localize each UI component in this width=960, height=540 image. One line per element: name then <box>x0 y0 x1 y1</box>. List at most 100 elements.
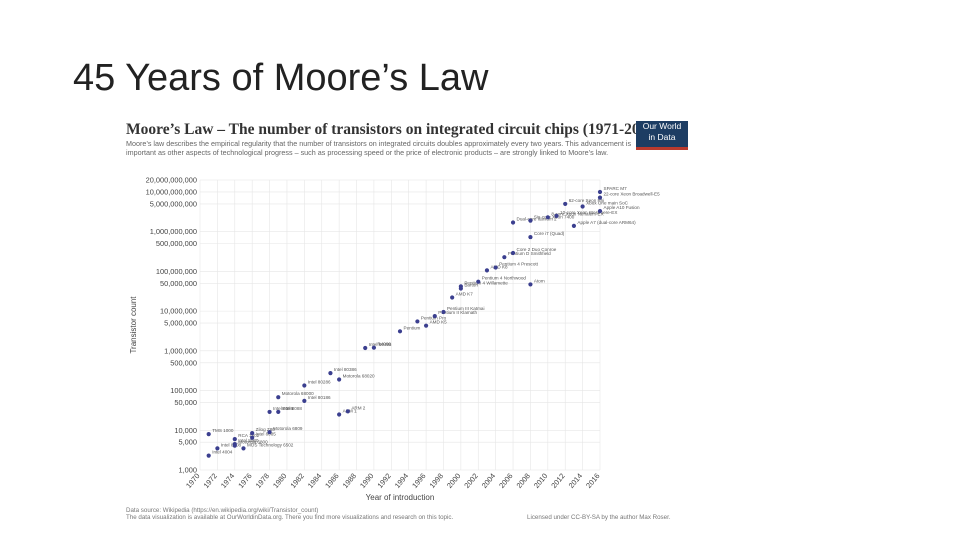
x-tick-label: 1974 <box>219 472 236 490</box>
x-tick-label: 1996 <box>410 472 427 490</box>
data-point-label: Pentium 4 Northwood <box>482 276 527 281</box>
x-tick-label: 1980 <box>271 472 288 490</box>
data-point-label: ARM 2 <box>351 405 365 410</box>
y-tick-label: 1,000,000 <box>164 346 197 355</box>
data-point <box>528 234 533 240</box>
slide-title: 45 Years of Moore’s Law <box>73 57 489 99</box>
data-point <box>571 223 577 228</box>
data-point <box>276 395 281 400</box>
license-note: Licensed under CC-BY-SA by the author Ma… <box>527 514 671 521</box>
y-axis-title: Transistor count <box>129 296 138 354</box>
our-world-in-data-logo: Our World in Data <box>636 121 688 150</box>
data-point-label: Pentium <box>404 325 421 330</box>
figure-title: Moore’s Law – The number of transistors … <box>126 121 661 138</box>
data-point-label: Motorola 6800 <box>238 440 268 445</box>
scatter-plot: 1,000 5,000 10,000 50,000 100,000 500,000 1,00… <box>129 176 661 503</box>
data-point <box>528 282 533 287</box>
data-point-label: Intel 80486 <box>369 342 392 347</box>
x-tick-label: 2008 <box>514 472 531 490</box>
data-point <box>345 409 350 414</box>
data-point <box>476 279 481 284</box>
x-tick-label: 2016 <box>584 472 601 490</box>
data-point <box>423 323 429 328</box>
data-point-label: Apple A10 Fusion <box>604 205 640 210</box>
data-point-label: Apple A7 (dual-core ARM64) <box>577 220 636 225</box>
data-point-label: Intel 8080 <box>238 438 259 443</box>
data-point-label: AMD K8 <box>490 264 508 269</box>
data-point-label: 22-core Xeon Broadwell-E5 <box>604 192 661 197</box>
data-point-label: Motorola 6809 <box>273 426 303 431</box>
data-point-label: Intel 8085 <box>256 432 277 437</box>
data-point-label: Xbox One main SoC <box>586 201 629 206</box>
data-point <box>206 432 211 437</box>
x-tick-label: 1976 <box>236 472 253 490</box>
logo-line-2: in Data <box>648 132 676 142</box>
data-point <box>502 255 507 260</box>
data-point <box>580 204 585 209</box>
data-point-label: Motorola 68000 <box>282 391 314 396</box>
data-point-label: Intel 8008 <box>221 442 242 447</box>
data-point-label: Intel 8086 <box>273 406 294 411</box>
data-point <box>371 345 377 350</box>
data-point <box>215 446 220 451</box>
x-tick-label: 2002 <box>462 472 479 490</box>
y-tick-label: 10,000,000 <box>160 307 197 316</box>
data-point <box>510 250 516 256</box>
y-tick-label: 5,000,000 <box>164 319 197 328</box>
y-tick-label: 1,000,000,000 <box>150 227 197 236</box>
data-point <box>597 208 603 214</box>
data-point <box>484 268 490 273</box>
data-point <box>441 309 446 315</box>
y-tick-label: 500,000,000 <box>156 239 197 248</box>
data-point <box>337 412 342 417</box>
data-point <box>250 435 255 440</box>
data-point-label: Pentium III Katmai <box>447 306 485 311</box>
data-point <box>267 429 272 435</box>
data-point-label: 62-core Xeon Phi <box>569 198 605 203</box>
y-tick-label: 20,000,000,000 <box>146 176 197 185</box>
data-point <box>458 286 463 291</box>
data-point <box>432 313 437 319</box>
y-tick-label: 10,000 <box>174 426 197 435</box>
data-point <box>597 195 603 200</box>
data-point <box>510 220 516 225</box>
y-tick-label: 50,000 <box>174 398 197 407</box>
x-tick-label: 2014 <box>567 472 584 490</box>
x-tick-label: 1990 <box>358 472 375 490</box>
data-point-label: Pentium Pro <box>421 315 447 320</box>
x-tick-label: 1982 <box>288 472 305 490</box>
data-point <box>363 345 368 351</box>
x-tick-label: 2000 <box>445 472 462 490</box>
data-point <box>563 201 568 207</box>
data-point-label: RCA 1802 <box>238 433 259 438</box>
data-point <box>545 215 550 220</box>
x-axis-title: Year of introduction <box>366 493 435 502</box>
data-point-label: Pentium D Smithfield <box>508 251 551 256</box>
x-tick-label: 1998 <box>428 472 445 490</box>
data-point <box>250 430 255 436</box>
data-point-label: SPARC M7 <box>604 186 628 191</box>
y-tick-label: 10,000,000,000 <box>146 187 197 196</box>
y-tick-label: 100,000,000 <box>156 267 197 276</box>
visualization-note: The data visualization is available at O… <box>126 514 454 521</box>
data-point-label: Zilog Z80 <box>256 427 276 432</box>
data-source-note: Data source: Wikipedia (https://en.wikip… <box>126 507 319 514</box>
data-point <box>232 443 237 448</box>
x-tick-label: 2010 <box>532 472 549 490</box>
figure-subtitle: Moore’s law describes the empirical regu… <box>126 139 632 158</box>
data-point <box>302 398 307 403</box>
x-tick-label: 1994 <box>393 472 410 490</box>
data-point-label: Pentium 4 Willamette <box>464 280 508 285</box>
data-point-label: R4000 <box>377 342 391 347</box>
data-point-label: Six-core Xeon 7400 <box>534 215 575 220</box>
data-point-label: 10-core Xeon Westmere-EX <box>560 210 617 215</box>
data-point <box>267 409 272 415</box>
data-point-label: AMD K7 <box>456 292 474 297</box>
data-point-label: Intel 4004 <box>212 450 233 455</box>
data-point-label: TMS 1000 <box>212 428 234 433</box>
data-point <box>528 218 533 223</box>
data-point-label: Core i7 (Quad) <box>534 231 565 236</box>
x-tick-label: 2012 <box>549 472 566 490</box>
data-point <box>597 189 603 195</box>
data-point <box>493 265 498 270</box>
